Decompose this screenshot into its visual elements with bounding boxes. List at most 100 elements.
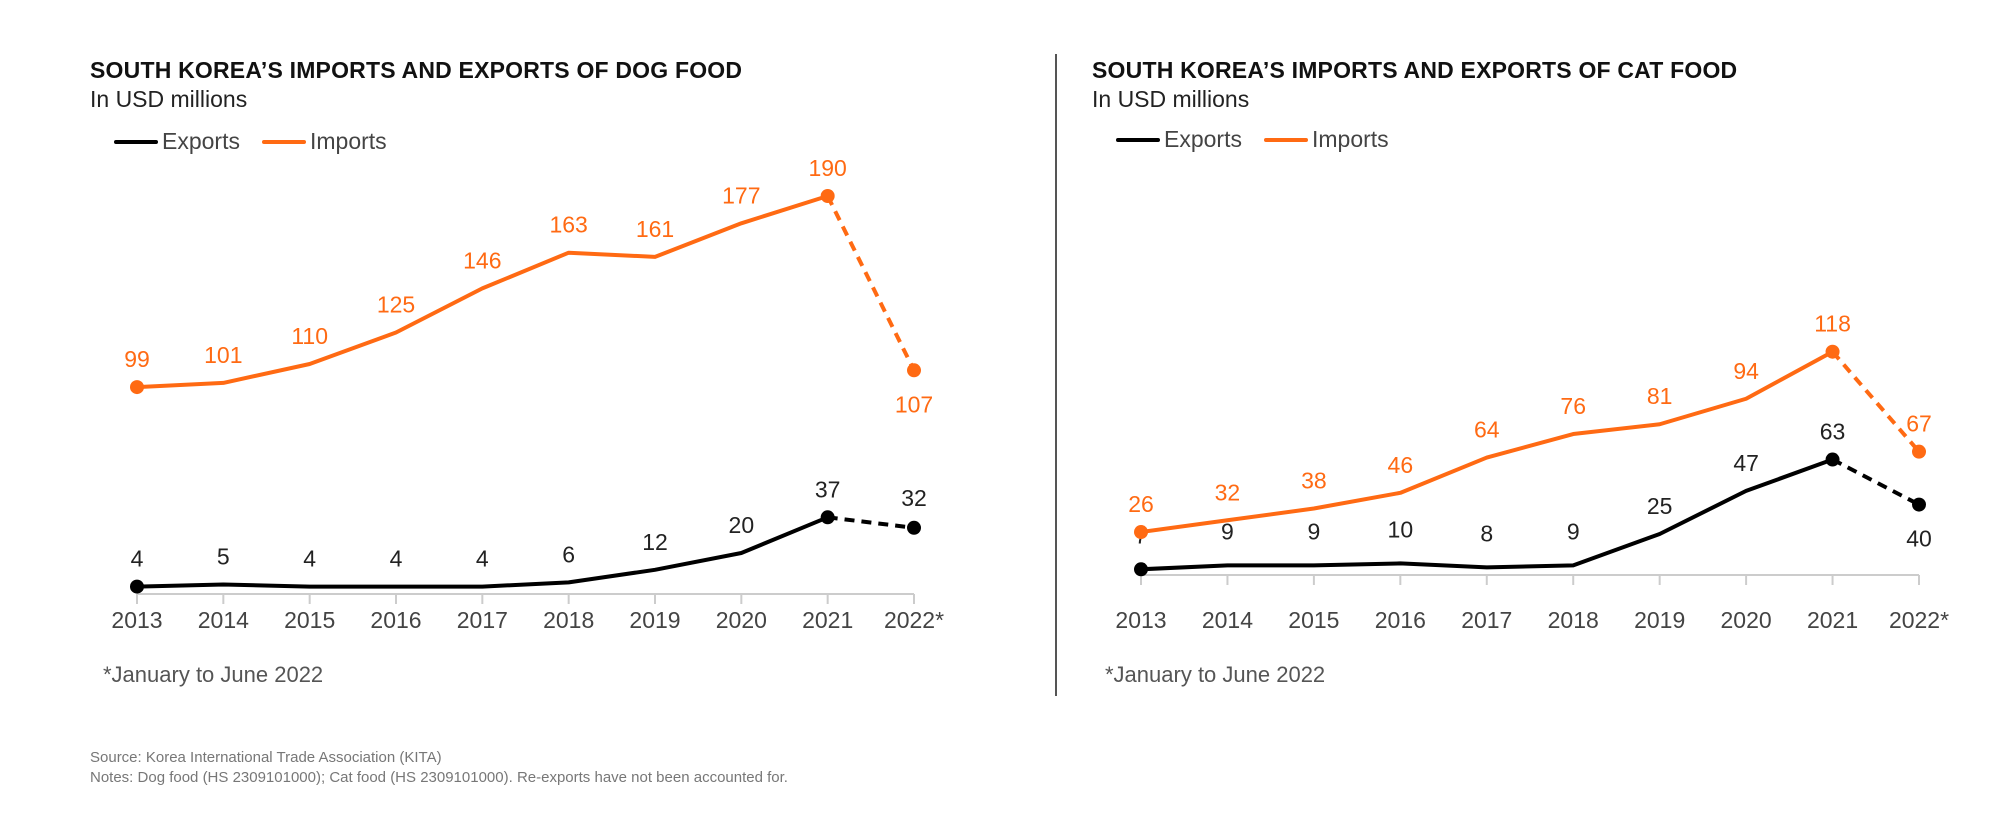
- exports-point: [820, 510, 835, 525]
- exports-swatch: [1116, 137, 1160, 142]
- imports-data-label: 76: [1560, 393, 1586, 419]
- exports-data-label: 20: [729, 512, 755, 538]
- imports-point: [130, 380, 144, 395]
- legend-imports: Imports: [1263, 126, 1389, 153]
- exports-line: [136, 515, 829, 589]
- imports-dashed-segment: [1831, 350, 1921, 453]
- exports-dashed-segment: [827, 515, 915, 530]
- exports-data-label: 9: [1307, 518, 1320, 544]
- imports-data-label: 101: [204, 342, 242, 368]
- x-tick-label-2014: 2014: [198, 607, 249, 633]
- imports-dashed-segment: [825, 195, 916, 372]
- dog-chart-legend: Exports Imports: [114, 128, 409, 155]
- x-tick-label-2015: 2015: [284, 607, 335, 633]
- cat-chart-footnote: *January to June 2022: [1105, 662, 1326, 687]
- x-tick-label-2018: 2018: [543, 607, 594, 633]
- x-tick-label-2017: 2017: [1461, 607, 1512, 633]
- legend-label: Exports: [1164, 126, 1242, 152]
- legend-label: Imports: [1311, 126, 1389, 152]
- imports-data-label: 94: [1733, 358, 1759, 384]
- imports-point: [1134, 525, 1148, 540]
- x-tick-label-2016: 2016: [370, 607, 421, 633]
- exports-data-label: 40: [1906, 526, 1932, 552]
- x-tick-label-2021: 2021: [1807, 607, 1858, 633]
- exports-data-label: 32: [901, 485, 927, 511]
- imports-data-label: 67: [1906, 411, 1932, 437]
- x-tick-label-2017: 2017: [457, 607, 508, 633]
- imports-data-label: 125: [377, 292, 415, 318]
- legend-imports: Imports: [261, 128, 387, 155]
- exports-point: [1912, 497, 1926, 512]
- legend-label: Exports: [162, 128, 240, 154]
- exports-data-label: 12: [642, 529, 668, 555]
- dog-chart-title: SOUTH KOREA’S IMPORTS AND EXPORTS OF DOG…: [90, 57, 743, 83]
- imports-data-label: 161: [636, 216, 674, 242]
- legend-exports: Exports: [1116, 126, 1242, 153]
- exports-data-label: 63: [1820, 419, 1846, 445]
- x-tick-label-2022*: 2022*: [1889, 607, 1949, 633]
- notes-text: Notes: Dog food (HS 2309101000); Cat foo…: [90, 769, 788, 786]
- x-tick-label-2015: 2015: [1288, 607, 1339, 633]
- exports-data-label: 10: [1388, 516, 1414, 542]
- exports-data-label: 4: [131, 546, 144, 572]
- imports-data-label: 118: [1814, 311, 1851, 337]
- exports-point: [130, 579, 144, 594]
- x-tick-label-2019: 2019: [1634, 607, 1685, 633]
- exports-data-label: 9: [1221, 518, 1234, 544]
- imports-data-label: 163: [549, 212, 587, 238]
- x-tick-label-2022*: 2022*: [884, 607, 944, 633]
- legend-label: Imports: [309, 128, 387, 154]
- exports-data-label: 5: [217, 544, 230, 570]
- exports-data-label: 4: [390, 546, 403, 572]
- imports-data-label: 190: [808, 155, 846, 181]
- dog-chart-footnote: *January to June 2022: [103, 662, 324, 687]
- dog-chart-subtitle: In USD millions: [90, 86, 248, 112]
- imports-point: [1912, 444, 1926, 459]
- imports-line: [136, 194, 829, 390]
- imports-data-label: 26: [1128, 491, 1154, 517]
- exports-line: [1140, 457, 1834, 572]
- x-tick-label-2018: 2018: [1548, 607, 1599, 633]
- imports-data-label: 81: [1647, 383, 1673, 409]
- source-notes: Source: Korea International Trade Associ…: [90, 748, 788, 788]
- exports-data-label: 6: [562, 541, 575, 567]
- x-tick-label-2021: 2021: [802, 607, 853, 633]
- imports-data-label: 146: [463, 247, 501, 273]
- exports-data-label: 25: [1647, 493, 1673, 519]
- exports-data-label: 37: [815, 476, 841, 502]
- x-tick-label-2013: 2013: [1115, 607, 1166, 633]
- imports-data-label: 110: [291, 323, 328, 349]
- imports-line: [1140, 349, 1834, 535]
- imports-point: [1825, 344, 1840, 359]
- exports-data-label: 4: [476, 546, 489, 572]
- imports-data-label: 99: [124, 346, 150, 372]
- imports-data-label: 38: [1301, 468, 1327, 494]
- imports-point: [820, 189, 835, 203]
- x-tick-label-2020: 2020: [716, 607, 767, 633]
- exports-point: [1134, 562, 1148, 577]
- exports-data-label: 47: [1733, 450, 1759, 476]
- cat-chart-legend: Exports Imports: [1116, 126, 1411, 153]
- imports-data-label: 46: [1388, 452, 1414, 478]
- imports-swatch: [261, 139, 306, 144]
- x-tick-label-2019: 2019: [629, 607, 680, 633]
- imports-data-label: 177: [722, 182, 760, 208]
- imports-swatch: [1263, 137, 1308, 142]
- exports-dashed-segment: [1831, 457, 1920, 507]
- exports-swatch: [114, 139, 158, 144]
- exports-point: [1825, 452, 1840, 467]
- exports-data-label: 4: [303, 546, 316, 572]
- cat-chart-title: SOUTH KOREA’S IMPORTS AND EXPORTS OF CAT…: [1092, 57, 1738, 83]
- cat-chart-subtitle: In USD millions: [1092, 86, 1250, 112]
- exports-point: [907, 520, 921, 535]
- legend-exports: Exports: [114, 128, 240, 155]
- chart-divider: [1055, 54, 1057, 696]
- x-tick-label-2014: 2014: [1202, 607, 1253, 633]
- exports-data-label: 9: [1567, 518, 1580, 544]
- x-tick-label-2016: 2016: [1375, 607, 1426, 633]
- source-text: Source: Korea International Trade Associ…: [90, 749, 442, 766]
- imports-data-label: 107: [895, 391, 933, 417]
- x-tick-label-2020: 2020: [1721, 607, 1772, 633]
- imports-data-label: 64: [1474, 417, 1500, 443]
